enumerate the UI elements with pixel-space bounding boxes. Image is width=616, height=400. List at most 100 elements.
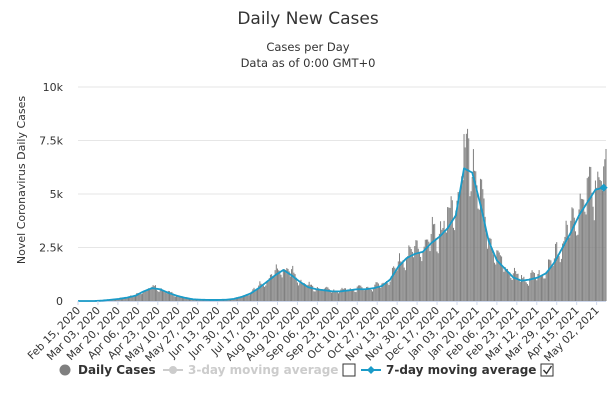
daily-cases-bar xyxy=(140,294,142,301)
daily-cases-bar xyxy=(418,253,420,301)
daily-cases-bar xyxy=(318,288,320,301)
daily-cases-bar xyxy=(240,297,242,301)
daily-cases-bar xyxy=(469,196,471,301)
daily-cases-bar xyxy=(570,220,572,301)
daily-cases-bar xyxy=(576,235,578,301)
daily-cases-bar xyxy=(262,285,264,301)
checkbox-7day-average[interactable] xyxy=(540,363,554,377)
daily-cases-bar xyxy=(461,176,463,301)
daily-cases-bar xyxy=(515,271,517,301)
daily-cases-bar xyxy=(388,285,390,301)
daily-cases-bar xyxy=(176,296,178,301)
daily-cases-bar xyxy=(260,283,262,301)
daily-cases-bar xyxy=(349,288,351,301)
daily-cases-bar xyxy=(438,233,440,301)
daily-cases-bar xyxy=(380,287,382,301)
daily-cases-bar xyxy=(238,296,240,301)
daily-cases-bar xyxy=(551,265,553,301)
daily-cases-bar xyxy=(411,251,413,301)
daily-cases-bar xyxy=(596,187,598,301)
daily-cases-bar xyxy=(285,269,287,301)
daily-cases-bar xyxy=(429,251,431,301)
daily-cases-bar xyxy=(265,285,267,301)
check-mark-icon xyxy=(542,365,553,375)
daily-cases-bar xyxy=(382,282,384,301)
daily-cases-bar xyxy=(431,216,433,301)
daily-cases-bar xyxy=(484,216,486,301)
daily-cases-bar xyxy=(251,291,253,301)
daily-cases-bar xyxy=(518,279,520,301)
daily-cases-bar xyxy=(585,214,587,301)
seven-day-average-line xyxy=(78,167,608,302)
checkbox-3day-average[interactable] xyxy=(342,363,356,377)
daily-cases-bar xyxy=(526,284,528,301)
daily-cases-bar xyxy=(151,286,153,301)
daily-cases-bar xyxy=(152,285,154,301)
daily-cases-bar xyxy=(508,273,510,301)
daily-cases-bar xyxy=(489,237,491,301)
daily-cases-bar xyxy=(143,291,145,301)
daily-cases-bar xyxy=(348,290,350,301)
y-tick-label: 10k xyxy=(43,81,64,94)
daily-cases-bar xyxy=(340,289,342,301)
daily-cases-bar xyxy=(353,289,355,301)
daily-cases-bar xyxy=(171,291,173,301)
daily-cases-bar xyxy=(292,265,294,301)
daily-cases-bar xyxy=(492,254,494,301)
daily-cases-bar xyxy=(407,256,409,301)
daily-cases-bar xyxy=(530,272,532,301)
daily-cases-bar xyxy=(582,199,584,301)
daily-cases-bar xyxy=(521,275,523,301)
daily-cases-bar xyxy=(448,207,450,301)
daily-cases-bar xyxy=(312,285,314,301)
daily-cases-bar xyxy=(456,200,458,301)
daily-cases-bar xyxy=(131,295,133,301)
daily-cases-bar xyxy=(343,288,345,301)
daily-cases-bar xyxy=(258,285,260,301)
daily-cases-bar xyxy=(563,241,565,301)
daily-cases-bar xyxy=(499,255,501,301)
daily-cases-bar xyxy=(599,179,601,301)
daily-cases-bar xyxy=(488,238,490,301)
legend-item-3day-average[interactable]: 3-day moving average xyxy=(163,363,338,377)
daily-cases-bar xyxy=(356,286,358,301)
daily-cases-bar xyxy=(573,217,575,301)
daily-cases-bar xyxy=(485,233,487,301)
daily-cases-bar xyxy=(375,282,377,301)
daily-cases-bar xyxy=(183,297,185,301)
daily-cases-bar xyxy=(460,185,462,301)
daily-cases-bar xyxy=(252,289,254,301)
daily-cases-bar xyxy=(524,281,526,301)
daily-cases-bar xyxy=(538,270,540,301)
daily-cases-bar xyxy=(295,277,297,301)
daily-cases-bar xyxy=(254,289,256,301)
chart-title: Daily New Cases xyxy=(237,9,379,29)
daily-cases-bar xyxy=(415,240,417,301)
daily-cases-bar xyxy=(586,178,588,301)
daily-cases-bar xyxy=(579,193,581,301)
daily-cases-bar xyxy=(441,229,443,301)
daily-cases-bar xyxy=(423,246,425,301)
daily-cases-bar xyxy=(314,291,316,301)
daily-cases-bar xyxy=(437,253,439,301)
legend-item-daily-cases[interactable]: Daily Cases xyxy=(59,363,156,377)
daily-cases-bar xyxy=(511,279,513,301)
daily-cases-bar xyxy=(478,209,480,301)
daily-cases-bar xyxy=(372,291,374,301)
legend-item-7day-average[interactable]: 7-day moving average xyxy=(361,363,536,377)
daily-cases-bar xyxy=(377,283,379,301)
daily-cases-bar xyxy=(421,261,423,301)
daily-cases-bar xyxy=(503,271,505,301)
daily-cases-bar xyxy=(352,289,354,301)
daily-cases-bar xyxy=(334,290,336,301)
daily-cases-bar xyxy=(600,181,602,301)
y-tick-label: 7.5k xyxy=(39,135,63,148)
daily-cases-bar xyxy=(501,256,503,301)
daily-cases-bar xyxy=(567,236,569,301)
daily-cases-bar xyxy=(537,274,539,301)
daily-cases-bar xyxy=(546,270,548,301)
daily-cases-bar xyxy=(463,134,465,301)
daily-cases-bar xyxy=(266,281,268,301)
daily-cases-bar xyxy=(268,278,270,301)
daily-cases-bar xyxy=(184,297,186,301)
